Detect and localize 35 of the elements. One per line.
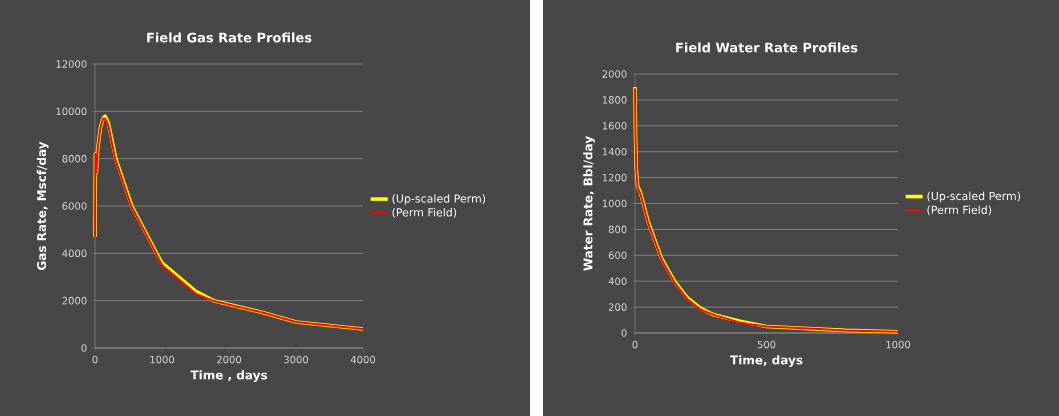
y-tick-label: 800 [608, 225, 627, 234]
legend-label: (Up-scaled Perm) [392, 194, 486, 205]
y-tick-label: 6000 [62, 202, 87, 210]
legend-label: (Perm Field) [392, 208, 457, 218]
x-tick-label: 4000 [350, 355, 376, 364]
y-tick-label: 4000 [62, 249, 87, 258]
y-tick-label: 0 [621, 329, 627, 337]
y-tick-label: 10000 [56, 107, 87, 116]
x-tick-label: 0 [92, 355, 98, 364]
x-tick-label: 0 [632, 340, 638, 349]
y-tick-label: 1200 [602, 173, 627, 182]
x-tick-label: 3000 [284, 355, 309, 364]
x-axis-title: Time , days [190, 370, 268, 382]
x-axis-title: Time, days [730, 355, 803, 367]
y-tick-label: 200 [608, 303, 627, 311]
y-tick-label: 1000 [602, 199, 627, 208]
y-tick-label: 12000 [56, 60, 87, 68]
y-tick-label: 8000 [62, 154, 87, 163]
x-tick-label: 1000 [150, 355, 175, 364]
y-tick-label: 1400 [602, 147, 627, 156]
legend-label: (Up-scaled Perm) [927, 191, 1021, 203]
chart-title: Field Water Rate Profiles [676, 42, 858, 53]
y-axis-title: Gas Rate, Mscf/day [36, 141, 49, 270]
legend-label: (Perm Field) [927, 205, 992, 216]
y-tick-label: 600 [608, 251, 627, 260]
y-tick-label: 1800 [602, 96, 627, 104]
y-tick-label: 1600 [602, 122, 627, 130]
y-tick-label: 2000 [62, 296, 87, 305]
chart-title: Field Gas Rate Profiles [147, 32, 312, 43]
x-tick-label: 1000 [886, 340, 911, 349]
x-tick-label: 2000 [217, 355, 242, 364]
y-axis-title: Water Rate, Bbl/day [583, 136, 595, 271]
y-tick-label: 400 [608, 277, 627, 285]
x-tick-label: 500 [757, 340, 776, 349]
y-tick-label: 2000 [602, 70, 627, 78]
